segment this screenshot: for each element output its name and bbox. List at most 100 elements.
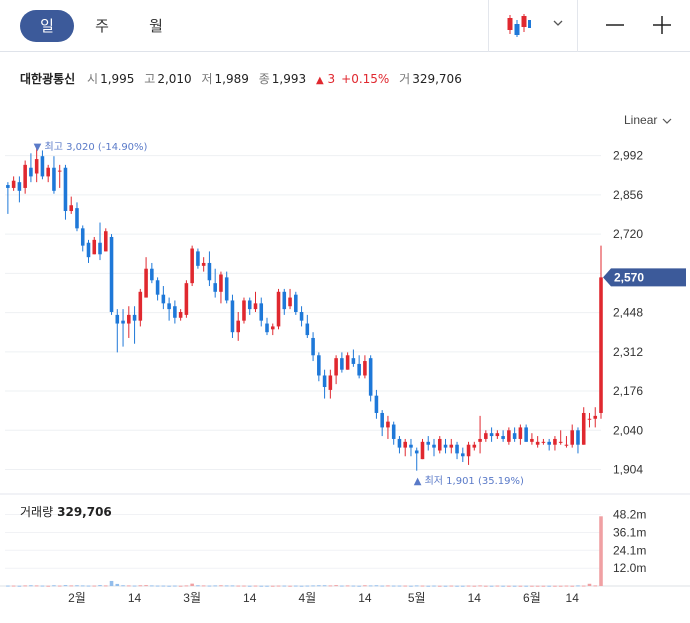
volume-bar	[34, 585, 39, 587]
candle-body	[466, 444, 471, 457]
high-label: 고	[144, 72, 156, 86]
volume-bar	[184, 585, 189, 587]
volume-title-value: 329,706	[57, 505, 112, 519]
volume-bar	[484, 585, 488, 587]
volume-bar	[80, 585, 85, 587]
volume-bar	[230, 585, 235, 587]
volume-bar	[317, 585, 321, 587]
candle-body	[155, 280, 160, 295]
candle-body	[570, 430, 574, 445]
volume-bar	[478, 585, 482, 587]
candle-body	[564, 444, 569, 446]
volume-bar	[305, 585, 310, 587]
candle-body	[518, 427, 523, 439]
volume-bar	[593, 585, 598, 587]
candle-body	[6, 185, 10, 188]
candle-body	[224, 277, 229, 301]
volume-bar	[40, 585, 45, 587]
volume-bar	[201, 585, 206, 587]
volume-bar	[161, 585, 166, 587]
candle-body	[219, 274, 223, 292]
volume-bar	[92, 585, 97, 587]
volume-bar	[581, 585, 586, 587]
candle-body	[317, 355, 321, 376]
candle-body	[247, 300, 252, 310]
candle-body	[489, 433, 494, 437]
candle-body	[213, 283, 217, 292]
volume-bar	[340, 585, 344, 587]
candle-body	[40, 156, 45, 177]
candle-body	[576, 430, 580, 445]
candle-body	[305, 323, 310, 336]
candle-body	[259, 303, 264, 321]
volume-bar	[512, 585, 517, 587]
volume-bar	[75, 585, 79, 587]
candle-body	[236, 320, 241, 333]
candle-body	[121, 320, 125, 324]
volume-bar	[63, 585, 68, 587]
volume-bar	[391, 585, 396, 587]
volume-bar	[109, 580, 114, 586]
volume-bar	[190, 583, 194, 586]
candle-body	[52, 167, 56, 191]
candle-body	[414, 450, 419, 454]
candle-body	[299, 312, 304, 321]
volume-bar	[553, 585, 557, 587]
candle-body	[461, 453, 465, 457]
volume-bar	[432, 585, 436, 587]
volume-bar	[115, 583, 120, 586]
candle-body	[92, 239, 97, 255]
volume-bar	[461, 585, 465, 587]
volume-bar	[386, 585, 390, 587]
candle-body	[340, 358, 344, 370]
volume-bar	[132, 585, 137, 587]
candle-body	[57, 170, 62, 172]
volume-bar	[150, 585, 154, 587]
candle-body	[98, 242, 102, 255]
volume-bar	[103, 585, 108, 587]
volume-bar	[127, 585, 131, 587]
tab-week[interactable]: 주	[95, 17, 109, 35]
volume-bar	[23, 585, 27, 587]
candle-body	[524, 427, 528, 442]
volume-bar	[322, 585, 327, 587]
candle-body	[587, 418, 592, 420]
chart-type-dropdown[interactable]	[488, 0, 578, 52]
volume-bar	[409, 585, 413, 587]
volume-bar	[507, 585, 511, 587]
zoom-out-button[interactable]	[600, 10, 630, 40]
volume-bar	[138, 585, 143, 587]
zoom-in-button[interactable]	[647, 10, 677, 40]
volume-bar	[357, 585, 361, 587]
volume-bar	[455, 585, 459, 587]
volume-bar	[414, 585, 419, 587]
x-tick-label: 5월	[408, 591, 426, 605]
candle-body	[455, 444, 459, 454]
candle-body	[144, 268, 148, 298]
scale-dropdown[interactable]: Linear	[624, 113, 672, 127]
volume-bar	[242, 585, 246, 587]
tab-month[interactable]: 월	[149, 17, 163, 35]
candle-body	[242, 300, 246, 321]
candle-body	[311, 337, 315, 356]
volume-bar	[196, 585, 200, 587]
price-tick-label: 2,448	[613, 306, 643, 320]
volume-bar	[167, 585, 171, 587]
tab-day[interactable]: 일	[20, 10, 74, 42]
close-label: 종	[258, 72, 270, 86]
chevron-down-icon	[662, 118, 672, 124]
volume-bar	[380, 585, 384, 587]
candle-body	[276, 291, 281, 327]
candle-body	[196, 251, 200, 266]
volume-bar	[121, 585, 125, 587]
high-marker-label: ▼ 최고 3,020 (-14.90%)	[34, 141, 148, 153]
volume-bar	[11, 585, 16, 587]
low-value: 1,989	[214, 72, 249, 86]
candle-body	[501, 436, 505, 439]
volume-title-label: 거래량	[20, 505, 54, 519]
volume-bar	[224, 585, 229, 587]
candle-body	[409, 444, 413, 448]
x-tick-label: 14	[358, 591, 372, 605]
candle-body	[80, 228, 85, 246]
